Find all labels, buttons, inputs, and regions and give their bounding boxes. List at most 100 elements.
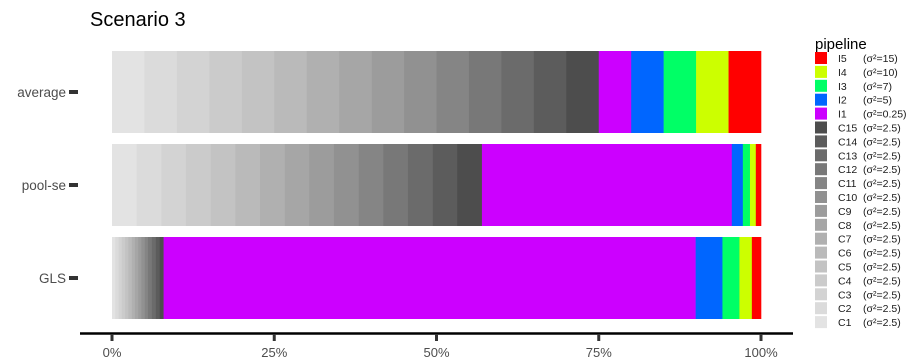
bar-segment-GLS-I4 xyxy=(739,237,753,319)
bar-segment-GLS-C1 xyxy=(112,237,116,319)
legend-variance-label: (σ²=2.5) xyxy=(863,123,901,135)
legend-variance-label: (σ²=2.5) xyxy=(863,275,901,287)
x-tick-label: 25% xyxy=(261,345,287,360)
bar-segment-average-C14 xyxy=(533,51,567,133)
legend-variance-label: (σ²=2.5) xyxy=(863,289,901,301)
legend-label: C13 xyxy=(838,150,857,162)
bar-segment-average-C5 xyxy=(241,51,275,133)
bar-segment-pool-se-C14 xyxy=(432,144,458,226)
legend-label: I2 xyxy=(838,95,847,107)
bar-segment-average-C11 xyxy=(436,51,470,133)
bar-segment-average-I4 xyxy=(696,51,729,133)
bar-segment-GLS-I2 xyxy=(695,237,723,319)
bar-segment-GLS-C2 xyxy=(115,237,119,319)
legend-variance-label: (σ²=2.5) xyxy=(863,136,901,148)
bar-segment-GLS-I5 xyxy=(751,237,762,319)
x-tick-mark xyxy=(597,334,601,341)
legend-variance-label: (σ²=2.5) xyxy=(863,303,901,315)
x-tick-label: 50% xyxy=(423,345,449,360)
y-tick-mark xyxy=(69,183,78,187)
bar-segment-pool-se-I1 xyxy=(481,144,733,226)
bar-segment-average-C10 xyxy=(404,51,437,133)
legend-label: C3 xyxy=(838,289,852,301)
legend-variance-label: (σ²=2.5) xyxy=(863,206,901,218)
bar-segment-GLS-I3 xyxy=(722,237,740,319)
category-label: GLS xyxy=(39,271,66,286)
x-tick-mark xyxy=(759,334,763,341)
y-tick-mark xyxy=(69,276,78,280)
legend-label: C8 xyxy=(838,220,852,232)
bar-segment-pool-se-C9 xyxy=(309,144,335,226)
legend-label: C14 xyxy=(838,136,857,148)
bar-segment-pool-se-C3 xyxy=(161,144,187,226)
legend-title: pipeline xyxy=(815,36,867,53)
legend-variance-label: (σ²=2.5) xyxy=(863,317,901,329)
legend-label: C4 xyxy=(838,275,852,287)
category-label: pool-se xyxy=(22,178,66,193)
bar-segment-average-C2 xyxy=(144,51,178,133)
x-tick-label: 0% xyxy=(103,345,122,360)
bar-segment-average-I5 xyxy=(728,51,762,133)
legend-label: C1 xyxy=(838,317,852,329)
bar-segment-average-I3 xyxy=(663,51,697,133)
bar-segment-pool-se-C10 xyxy=(333,144,359,226)
bar-segment-average-C3 xyxy=(176,51,210,133)
bar-segment-GLS-C12 xyxy=(147,237,153,319)
bar-segment-GLS-C8 xyxy=(134,237,139,319)
legend-variance-label: (σ²=10) xyxy=(863,67,898,79)
bar-segment-pool-se-C1 xyxy=(112,144,137,226)
bar-segment-average-C6 xyxy=(274,51,307,133)
bar-segment-average-C8 xyxy=(339,51,372,133)
legend-swatch-C9 xyxy=(815,204,827,217)
legend-swatch-I5 xyxy=(815,52,827,64)
legend-label: I4 xyxy=(838,67,847,79)
legend-label: I1 xyxy=(838,109,847,121)
legend-swatch-C2 xyxy=(815,302,827,315)
bar-segment-GLS-C3 xyxy=(118,237,123,319)
legend-swatch-C4 xyxy=(815,274,827,287)
bar-segment-pool-se-C7 xyxy=(259,144,285,226)
bar-segment-average-C12 xyxy=(468,51,502,133)
legend-label: I3 xyxy=(838,81,847,93)
legend-variance-label: (σ²=7) xyxy=(863,81,892,93)
bar-segment-average-C7 xyxy=(306,51,340,133)
legend-label: C10 xyxy=(838,192,857,204)
bar-segment-average-C9 xyxy=(371,51,405,133)
legend-label: C2 xyxy=(838,303,852,315)
legend-swatch-C3 xyxy=(815,288,827,301)
legend-swatch-C8 xyxy=(815,218,827,231)
bar-segment-pool-se-C4 xyxy=(185,144,211,226)
legend-variance-label: (σ²=2.5) xyxy=(863,234,901,246)
legend: I5 (σ²=15) I4 (σ²=10) I3 (σ²=7) I2 (σ²=5) I1 (σ²=… xyxy=(815,52,907,329)
bar-segment-GLS-C7 xyxy=(131,237,136,319)
legend-label: C15 xyxy=(838,123,857,135)
bar-segment-GLS-C5 xyxy=(125,237,129,319)
bar-segment-pool-se-I2 xyxy=(731,144,744,226)
legend-label: C5 xyxy=(838,262,852,274)
legend-label: C12 xyxy=(838,164,857,176)
x-tick-mark xyxy=(272,334,276,341)
plot-area xyxy=(112,51,762,319)
legend-variance-label: (σ²=2.5) xyxy=(863,164,901,176)
legend-variance-label: (σ²=2.5) xyxy=(863,248,901,260)
bar-segment-GLS-C6 xyxy=(128,237,132,319)
bar-segment-GLS-C9 xyxy=(138,237,142,319)
bar-segment-pool-se-C11 xyxy=(358,144,384,226)
legend-variance-label: (σ²=2.5) xyxy=(863,220,901,232)
bar-segment-GLS-I1 xyxy=(163,237,696,319)
legend-swatch-C6 xyxy=(815,246,827,259)
legend-label: C6 xyxy=(838,248,852,260)
bar-segment-pool-se-C15 xyxy=(457,144,483,226)
bar-segment-average-C13 xyxy=(501,51,535,133)
chart-title: Scenario 3 xyxy=(90,9,186,31)
x-axis: 0% 25% 50% 75% 100% xyxy=(103,334,778,360)
x-tick-label: 100% xyxy=(744,345,778,360)
legend-label: C11 xyxy=(838,178,857,190)
bar-segment-GLS-C13 xyxy=(151,237,157,319)
x-tick-mark xyxy=(435,334,438,341)
bar-segment-GLS-C4 xyxy=(121,237,126,319)
category-axis: average pool-se GLS xyxy=(17,85,78,286)
category-label: average xyxy=(17,85,66,100)
bar-segment-pool-se-C6 xyxy=(235,144,261,226)
